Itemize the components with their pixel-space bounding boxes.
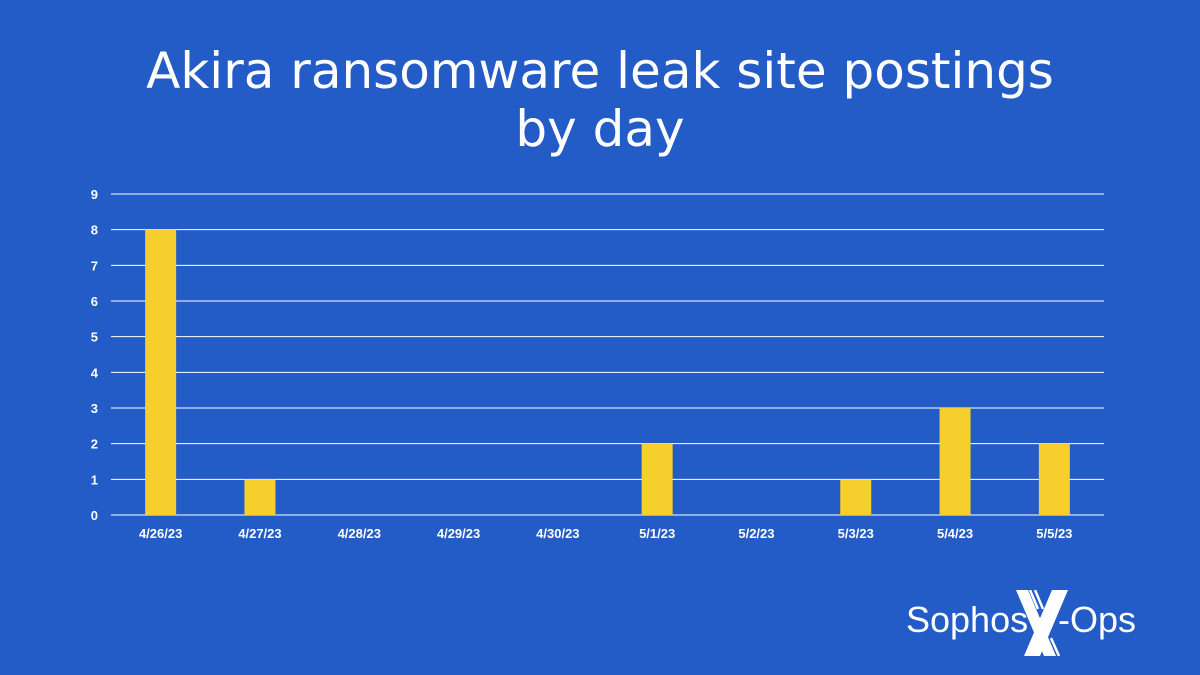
y-tick-label: 0 [91, 508, 98, 523]
x-tick-label: 4/27/23 [238, 526, 281, 541]
y-tick-label: 8 [91, 223, 98, 238]
svg-text:-Ops: -Ops [1058, 599, 1136, 640]
bar [145, 229, 177, 515]
y-tick-label: 7 [91, 258, 98, 273]
x-tick-label: 5/4/23 [937, 526, 973, 541]
bar [244, 479, 276, 515]
x-tick-label: 4/28/23 [338, 526, 381, 541]
sophos-xops-logo: Sophos -Ops [906, 590, 1136, 656]
y-tick-label: 9 [91, 187, 98, 202]
y-tick-label: 6 [91, 294, 98, 309]
x-tick-label: 5/1/23 [639, 526, 675, 541]
x-tick-label: 4/26/23 [139, 526, 182, 541]
x-tick-label: 4/30/23 [536, 526, 579, 541]
bar [840, 479, 872, 515]
svg-text:Sophos: Sophos [906, 599, 1028, 640]
y-tick-label: 1 [91, 472, 98, 487]
bar [641, 443, 673, 515]
y-tick-label: 2 [91, 437, 98, 452]
bar [939, 408, 971, 515]
bar [1038, 443, 1070, 515]
chart-title-line1: Akira ransomware leak site postings [146, 42, 1054, 100]
x-tick-label: 5/2/23 [738, 526, 774, 541]
y-tick-label: 5 [91, 330, 98, 345]
y-tick-label: 4 [91, 365, 99, 380]
x-tick-label: 5/5/23 [1036, 526, 1072, 541]
chart-title: Akira ransomware leak site postings by d… [0, 42, 1200, 158]
x-tick-label: 5/3/23 [838, 526, 874, 541]
y-tick-label: 3 [91, 401, 98, 416]
x-tick-label: 4/29/23 [437, 526, 480, 541]
chart-title-line2: by day [515, 100, 685, 158]
